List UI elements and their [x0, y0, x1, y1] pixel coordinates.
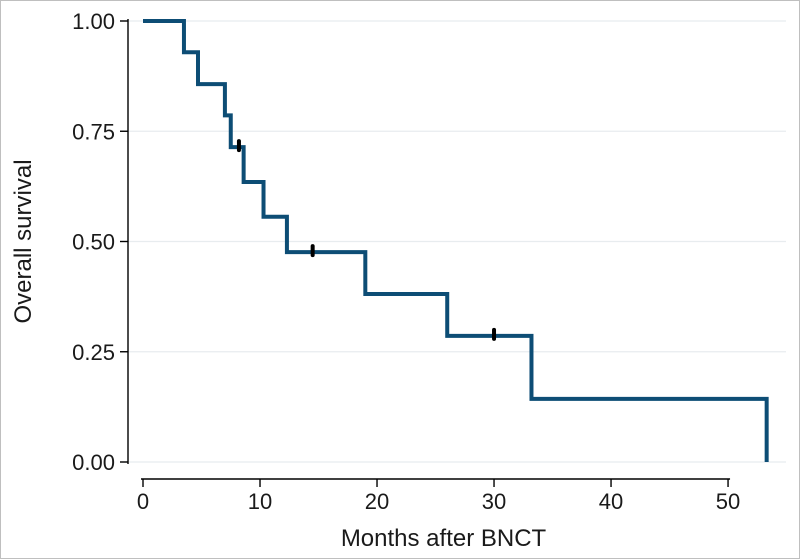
x-tick-label: 0 [137, 489, 149, 514]
y-ticks: 0.00 0.25 0.50 0.75 1.00 [72, 9, 128, 475]
x-tick-label: 40 [599, 489, 623, 514]
x-axis-title: Months after BNCT [341, 525, 547, 552]
grid [128, 20, 786, 463]
survival-curve [143, 19, 769, 462]
x-tick-label: 20 [365, 489, 389, 514]
y-tick-label: 0.00 [72, 450, 115, 475]
x-tick-label: 30 [482, 489, 506, 514]
y-tick-label: 0.50 [72, 230, 115, 255]
series-group [143, 19, 769, 462]
y-axis-title: Overall survival [10, 159, 37, 323]
y-tick-label: 0.75 [72, 119, 115, 144]
y-tick-label: 1.00 [72, 9, 115, 34]
axes [127, 19, 731, 480]
x-tick-label: 50 [716, 489, 740, 514]
x-ticks: 0 10 20 30 40 50 [137, 479, 740, 514]
x-tick-label: 10 [248, 489, 272, 514]
y-tick-label: 0.25 [72, 340, 115, 365]
